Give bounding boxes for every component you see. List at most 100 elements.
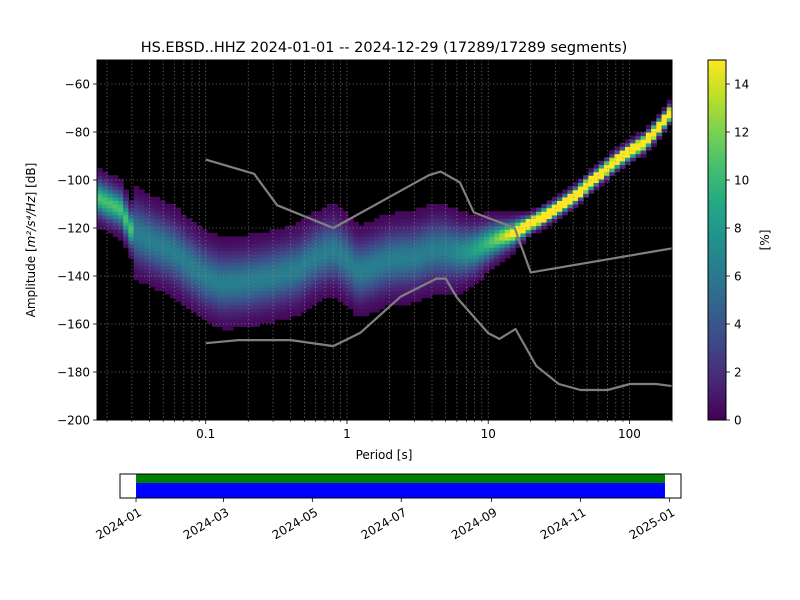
heatmap-cell (128, 222, 135, 227)
heatmap-cell (123, 240, 129, 245)
heatmap-cell (175, 229, 182, 234)
heatmap-cell (133, 204, 140, 209)
heatmap-cell (159, 276, 166, 281)
heatmap-cell (457, 286, 464, 291)
heatmap-cell (232, 297, 239, 302)
heatmap-cell (259, 240, 265, 245)
heatmap-cell (306, 297, 312, 302)
heatmap-cell (651, 132, 657, 137)
heatmap-cell (327, 211, 333, 216)
heatmap-cell (347, 290, 354, 295)
heatmap-cell (316, 265, 323, 270)
heatmap-cell (206, 243, 213, 248)
heatmap-cell (368, 261, 375, 266)
heatmap-cell (154, 204, 161, 209)
heatmap-cell (645, 142, 652, 147)
heatmap-cell (321, 211, 328, 216)
heatmap-cell (442, 207, 448, 212)
heatmap-cell (546, 218, 553, 223)
heatmap-cell (285, 283, 292, 288)
heatmap-cell (379, 301, 386, 306)
heatmap-cell (515, 222, 522, 227)
heatmap-cell (159, 236, 166, 241)
heatmap-cell (483, 261, 490, 266)
heatmap-cell (300, 279, 307, 284)
heatmap-cell (661, 114, 668, 119)
heatmap-cell (300, 265, 307, 270)
heatmap-cell (311, 236, 318, 241)
heatmap-cell (494, 236, 501, 241)
heatmap-cell (363, 254, 370, 259)
heatmap-cell (337, 265, 344, 270)
heatmap-cell (149, 261, 156, 266)
heatmap-cell (478, 218, 485, 223)
heatmap-cell (248, 308, 255, 313)
heatmap-cell (300, 283, 307, 288)
heatmap-cell (342, 290, 349, 295)
heatmap-cell (431, 250, 438, 255)
heatmap-cell (332, 232, 339, 237)
heatmap-cell (185, 297, 192, 302)
heatmap-cell (311, 211, 318, 216)
heatmap-cell (473, 232, 480, 237)
heatmap-cell (421, 243, 427, 248)
heatmap-cell (389, 240, 396, 245)
heatmap-cell (415, 258, 422, 263)
heatmap-cell (164, 229, 171, 234)
heatmap-cell (227, 276, 234, 281)
heatmap-cell (123, 229, 129, 234)
heatmap-cell (149, 229, 156, 234)
heatmap-cell (217, 304, 224, 309)
heatmap-cell (191, 258, 197, 263)
heatmap-cell (201, 297, 208, 302)
heatmap-cell (274, 290, 281, 295)
heatmap-cell (217, 250, 224, 255)
heatmap-cell (415, 240, 422, 245)
heatmap-cell (489, 225, 495, 230)
heatmap-cell (483, 218, 490, 223)
heatmap-cell (421, 276, 427, 281)
heatmap-cell (374, 254, 380, 259)
heatmap-cell (400, 283, 407, 288)
heatmap-cell (154, 214, 161, 219)
heatmap-cell (290, 236, 297, 241)
heatmap-cell (541, 214, 548, 219)
heatmap-cell (191, 294, 197, 299)
heatmap-cell (159, 254, 166, 259)
heatmap-cell (264, 265, 271, 270)
heatmap-cell (489, 232, 495, 237)
heatmap-cell (353, 276, 359, 281)
heatmap-cell (264, 236, 271, 241)
heatmap-cell (180, 283, 187, 288)
heatmap-cell (149, 200, 156, 205)
heatmap-cell (274, 297, 281, 302)
heatmap-cell (588, 171, 595, 176)
heatmap-cell (499, 211, 506, 216)
heatmap-cell (206, 236, 213, 241)
heatmap-cell (342, 229, 349, 234)
heatmap-cell (400, 229, 407, 234)
heatmap-cell (217, 297, 224, 302)
heatmap-cell (154, 218, 161, 223)
heatmap-cell (347, 272, 354, 277)
heatmap-cell (452, 232, 459, 237)
heatmap-cell (415, 236, 422, 241)
heatmap-cell (164, 272, 171, 277)
heatmap-cell (394, 211, 401, 216)
heatmap-cell (431, 236, 438, 241)
heatmap-cell (509, 214, 516, 219)
heatmap-cell (180, 286, 187, 291)
heatmap-cell (259, 247, 265, 252)
heatmap-cell (279, 272, 286, 277)
heatmap-cell (290, 261, 297, 266)
heatmap-cell (583, 178, 589, 183)
heatmap-cell (175, 268, 182, 273)
heatmap-cell (442, 229, 448, 234)
coverage-date-label: 2024-01 (94, 505, 144, 542)
heatmap-cell (311, 214, 318, 219)
heatmap-cell (415, 290, 422, 295)
heatmap-cell (159, 272, 166, 277)
heatmap-cell (285, 254, 292, 259)
heatmap-cell (253, 279, 260, 284)
heatmap-cell (316, 261, 323, 266)
